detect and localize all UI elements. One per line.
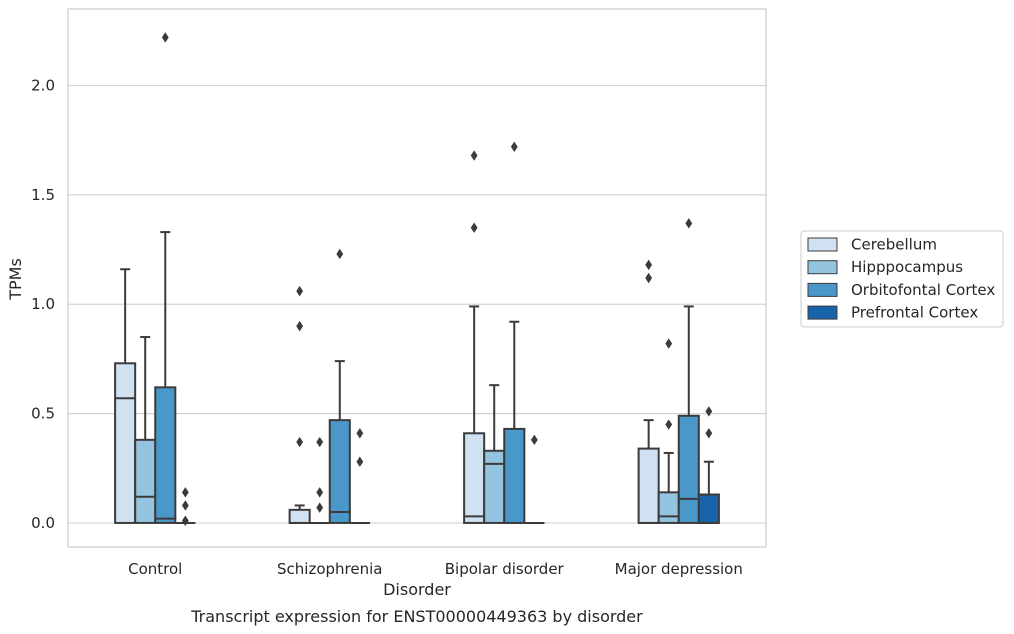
box-group xyxy=(154,32,177,524)
box-body xyxy=(288,508,311,524)
outlier-point xyxy=(356,456,364,467)
outlier-point xyxy=(510,141,518,152)
outlier-point xyxy=(470,150,478,161)
outlier-point xyxy=(470,222,478,233)
outlier-point xyxy=(181,487,189,498)
y-tick-label: 1.0 xyxy=(31,295,55,313)
y-axis-label: TPMs xyxy=(6,258,25,301)
x-tick-labels: Control Schizophrenia Bipolar disorder Majo… xyxy=(128,560,743,578)
box-group xyxy=(503,141,526,524)
outlier-point xyxy=(181,500,189,511)
outlier-point xyxy=(530,434,538,446)
outlier-point xyxy=(316,436,324,448)
box-group xyxy=(309,436,330,524)
box-group xyxy=(677,218,700,524)
x-tick-label: Schizophrenia xyxy=(277,560,382,578)
outlier-point xyxy=(296,436,304,448)
box-group xyxy=(637,259,660,524)
outlier-point xyxy=(645,272,653,284)
box-body xyxy=(483,449,506,524)
outlier-point xyxy=(356,428,364,439)
box-body xyxy=(637,447,660,524)
x-axis-label: Disorder xyxy=(383,580,451,599)
y-tick-label: 2.0 xyxy=(31,77,55,95)
y-tick-label: 0.0 xyxy=(31,514,55,532)
box-body xyxy=(114,362,137,524)
legend-entry-label: Orbitofontal Cortex xyxy=(851,281,995,299)
outlier-point xyxy=(181,515,189,526)
legend-entry-label: Prefrontal Cortex xyxy=(851,304,978,322)
outlier-point xyxy=(665,419,673,430)
box-body xyxy=(697,493,720,524)
box-group xyxy=(524,434,545,524)
chart-caption: Transcript expression for ENST0000044936… xyxy=(190,607,643,626)
outlier-point xyxy=(296,285,304,297)
legend-swatch xyxy=(807,260,838,275)
outlier-point xyxy=(316,502,324,513)
legend-entry-label: Hipppocampus xyxy=(851,258,963,276)
outlier-point xyxy=(645,259,653,271)
box-group xyxy=(328,248,351,524)
legend: Cerebellum Hipppocampus Orbitofontal Corte… xyxy=(800,230,1004,328)
box-body xyxy=(657,491,680,524)
box-body xyxy=(677,414,700,524)
box-group xyxy=(697,406,720,524)
outlier-point xyxy=(705,406,713,417)
y-tick-labels: 0.0 0.5 1.0 1.5 2.0 xyxy=(31,77,55,532)
legend-entry-label: Cerebellum xyxy=(851,236,937,254)
plot-frame xyxy=(67,8,767,548)
box-group xyxy=(349,428,370,524)
outlier-point xyxy=(161,32,169,43)
y-tick-label: 1.5 xyxy=(31,186,55,204)
outlier-point xyxy=(665,338,673,349)
legend-swatch xyxy=(807,237,838,252)
outlier-point xyxy=(705,428,713,439)
y-tick-label: 0.5 xyxy=(31,405,55,423)
outlier-point xyxy=(685,218,693,229)
x-tick-label: Control xyxy=(128,560,182,578)
box-group xyxy=(463,150,486,524)
box-body xyxy=(463,432,486,524)
box-group xyxy=(288,285,311,524)
x-tick-label: Bipolar disorder xyxy=(445,560,565,578)
box-body xyxy=(134,438,157,524)
box-body xyxy=(154,386,177,524)
outlier-point xyxy=(336,248,344,260)
x-tick-label: Major depression xyxy=(615,560,743,578)
legend-swatch xyxy=(807,305,838,320)
box-group xyxy=(114,268,137,524)
legend-frame xyxy=(800,230,1004,328)
box-group xyxy=(483,384,506,524)
legend-swatch xyxy=(807,282,838,297)
outlier-point xyxy=(296,320,304,332)
box-body xyxy=(328,419,351,524)
box-body xyxy=(503,427,526,524)
outlier-point xyxy=(316,487,324,498)
box-group xyxy=(175,487,196,526)
box-groups xyxy=(114,32,720,526)
